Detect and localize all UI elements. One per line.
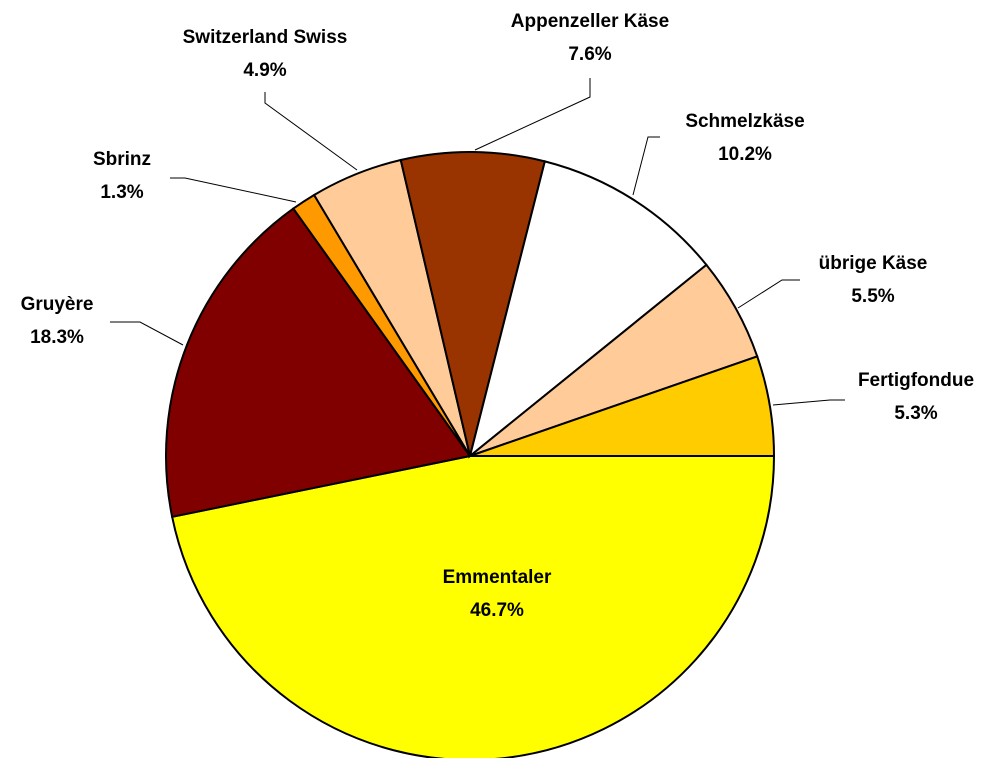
slice-value-label: 46.7% (470, 600, 524, 621)
slice-label: Sbrinz (93, 149, 151, 170)
pie-slice (399, 151, 547, 457)
pie-slice (165, 207, 472, 519)
pie-slice (468, 160, 708, 459)
slice-value-label: 1.3% (100, 182, 143, 203)
pie-slice (170, 455, 776, 758)
slice-label: übrige Käse (819, 253, 928, 274)
pie-slice (469, 355, 776, 457)
leader-line (264, 92, 358, 171)
slice-value-label: 4.9% (243, 60, 286, 81)
leader-line (632, 136, 660, 196)
slice-label: Gruyère (21, 294, 94, 315)
leader-line (474, 78, 591, 151)
slice-value-label: 5.3% (894, 403, 937, 424)
slice-label: Switzerland Swiss (183, 27, 348, 48)
slice-label: Fertigfondue (858, 370, 974, 391)
slice-label: Schmelzkäse (685, 111, 804, 132)
slice-value-label: 7.6% (568, 44, 611, 65)
slice-value-label: 10.2% (718, 144, 772, 165)
slice-value-label: 18.3% (30, 327, 84, 348)
leader-line (110, 321, 184, 346)
slice-label: Emmentaler (443, 567, 552, 588)
slice-value-label: 5.5% (851, 286, 894, 307)
leader-line (737, 279, 800, 309)
leader-line (170, 177, 297, 203)
slice-label: Appenzeller Käse (511, 11, 669, 32)
leader-line (772, 399, 845, 406)
